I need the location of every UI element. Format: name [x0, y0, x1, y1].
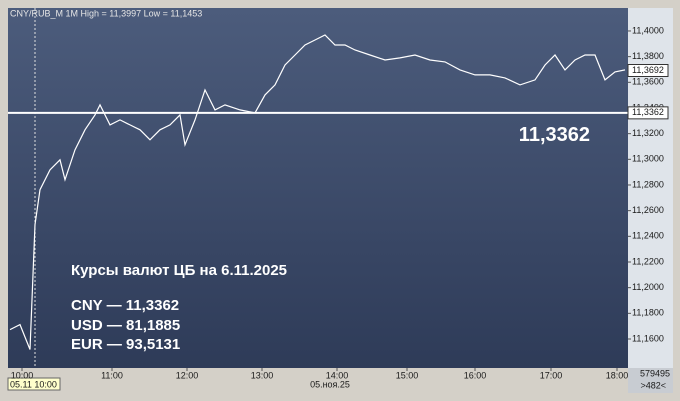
x-axis-date: 05.ноя.25 [310, 379, 350, 389]
level-big-label: 11,3362 [519, 124, 590, 146]
y-tick-label: 11,3000 [632, 154, 664, 164]
cursor-box [7, 377, 61, 391]
price-line [9, 34, 626, 350]
last-label: 11,3692 [632, 65, 664, 75]
y-tick-label: 11,2200 [632, 256, 664, 266]
y-tick-label: 11,2400 [632, 231, 664, 241]
level-label: 11,3362 [632, 107, 664, 117]
y-tick-label: 11,1800 [632, 308, 664, 318]
x-tick-label: 15:00 [396, 370, 419, 380]
y-tick-label: 11,3600 [632, 77, 664, 87]
annotation-line: USD — 81,1885 [71, 317, 180, 334]
x-tick-label: 14:00 [326, 370, 349, 380]
nav[interactable]: >482< [640, 380, 666, 390]
cursor-label: 05.11 10:00 [10, 379, 57, 389]
annotation: Курсы валют ЦБ на 6.11.2025 CNY — 11,3362… [71, 262, 287, 353]
annotation-line: EUR — 93,5131 [71, 336, 180, 353]
plot-area [8, 8, 628, 368]
corner-box [628, 368, 673, 393]
x-tick-label: 12:00 [176, 370, 199, 380]
level-marker [627, 106, 669, 120]
x-tick-label: 17:00 [540, 370, 563, 380]
y-tick-label: 11,2800 [632, 179, 664, 189]
x-tick-label: 18:00 [606, 370, 629, 380]
x-tick-label: 11:00 [101, 370, 123, 380]
annotation-line: CNY — 11,3362 [71, 297, 179, 314]
annotation-line: Курсы валют ЦБ на 6.11.2025 [71, 262, 287, 279]
x-tick-label: 16:00 [464, 370, 487, 380]
y-tick-label: 11,1600 [632, 333, 664, 343]
chart-title: CNY/RUB_M 1M High = 11,3997 Low = 11,145… [10, 8, 202, 18]
y-tick-label: 11,2000 [632, 282, 664, 292]
last-marker [627, 64, 669, 78]
y-tick-label: 11,3200 [632, 128, 664, 138]
x-tick-label: 13:00 [251, 370, 274, 380]
volume: 579495 [640, 368, 670, 378]
y-tick-label: 11,2600 [632, 205, 664, 215]
y-tick-label: 11,3800 [632, 51, 664, 61]
x-tick-label: 10:00 [11, 370, 34, 380]
y-tick-label: 11,4000 [632, 25, 664, 35]
